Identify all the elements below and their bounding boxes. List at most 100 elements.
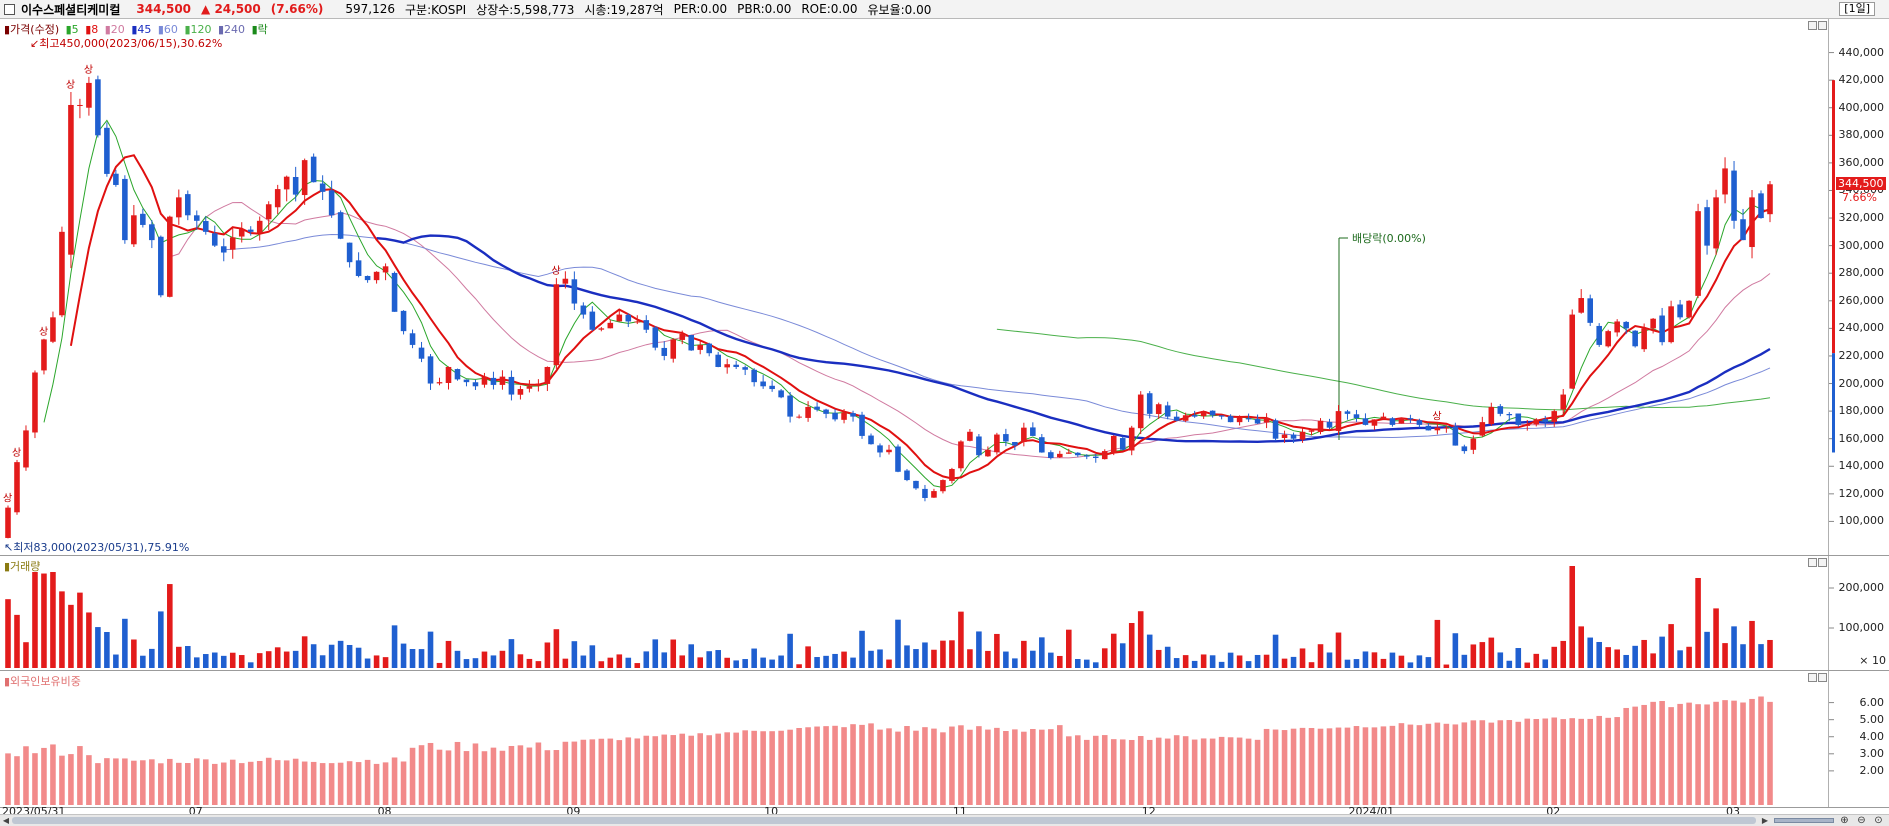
- price-tick-label: 420,000: [1838, 73, 1885, 87]
- foreign-bar: [1200, 738, 1207, 805]
- candle-body: [859, 414, 865, 436]
- zoom-out-icon[interactable]: ⊖: [1857, 815, 1866, 826]
- legend-drop: ▮락: [251, 23, 268, 36]
- foreign-bar: [643, 735, 650, 805]
- foreign-bar: [1479, 720, 1486, 805]
- candle-body: [1021, 427, 1027, 443]
- candle-body: [1560, 394, 1567, 410]
- foreign-bar: [1191, 739, 1198, 805]
- price-range-bar: [1832, 80, 1835, 354]
- candle-body: [643, 320, 650, 330]
- foreign-bar: [571, 741, 578, 805]
- volume-bar: [1407, 662, 1414, 668]
- foreign-bar: [1003, 731, 1009, 805]
- foreign-bar: [607, 738, 614, 805]
- foreign-bar: [131, 760, 137, 805]
- candle-body: [580, 305, 587, 315]
- candle-body: [176, 197, 182, 218]
- foreign-bar: [706, 735, 712, 805]
- candle-body: [14, 462, 20, 513]
- volume-bar: [985, 650, 991, 668]
- foreign-bar: [778, 730, 784, 805]
- volume-bar: [1057, 655, 1063, 668]
- volume-bar: [796, 664, 802, 668]
- foreign-bar: [1407, 724, 1414, 805]
- volume-bar: [229, 652, 236, 668]
- zoom-in-icon[interactable]: ⊕: [1840, 815, 1849, 826]
- zoom-slider[interactable]: [1774, 818, 1834, 823]
- volume-bar: [1497, 652, 1504, 668]
- period-selector[interactable]: [1일]: [1839, 2, 1875, 16]
- candle-body: [823, 409, 829, 414]
- foreign-bar: [967, 729, 973, 805]
- volume-bar: [544, 642, 551, 668]
- candle-body: [1398, 418, 1405, 424]
- volume-bar: [1389, 652, 1396, 668]
- volume-bar: [463, 659, 470, 668]
- foreign-bar: [319, 763, 326, 805]
- horizontal-scrollbar[interactable]: ◀ ▶ ⊕ ⊖ ⊙: [0, 814, 1889, 826]
- pane-controls: [1808, 673, 1827, 682]
- foreign-bar: [283, 760, 290, 805]
- volume-bar: [562, 658, 569, 668]
- candle-body: [202, 221, 209, 232]
- pane-minimize-button[interactable]: [1808, 558, 1817, 567]
- listed-shares: 상장수:5,598,773: [476, 2, 575, 17]
- price-range-bar: [1832, 353, 1835, 453]
- pane-minimize-button[interactable]: [1808, 673, 1817, 682]
- volume-bar: [535, 661, 542, 668]
- scroll-left-icon[interactable]: ◀: [2, 816, 10, 825]
- dividend-annotation: 배당락(0.00%): [1352, 232, 1426, 245]
- volume-bar: [1758, 644, 1764, 668]
- candle-body: [1731, 170, 1737, 221]
- foreign-bar: [1092, 735, 1099, 805]
- scroll-thumb[interactable]: [12, 817, 1756, 824]
- candle-body: [337, 212, 344, 239]
- volume-bar: [1290, 656, 1297, 668]
- volume-bar: [1650, 653, 1656, 668]
- volume-bar: [1128, 623, 1135, 668]
- foreign-bar: [958, 725, 964, 805]
- volume-bar: [1452, 633, 1459, 668]
- candle-body: [517, 389, 524, 395]
- pane-minimize-button[interactable]: [1808, 21, 1817, 30]
- candle-body: [346, 242, 353, 263]
- info-checkbox[interactable]: [4, 3, 15, 15]
- volume-bar: [715, 650, 721, 668]
- foreign-bar: [391, 757, 398, 805]
- foreign-bar: [1506, 720, 1513, 805]
- candle-body: [220, 246, 227, 253]
- volume-bar: [895, 619, 901, 668]
- volume-bar: [319, 655, 326, 668]
- volume-bar: [1048, 652, 1054, 668]
- candle-body: [1497, 406, 1504, 414]
- volume-bar: [1362, 651, 1369, 668]
- foreign-ownership-pane[interactable]: ▮외국인보유비중 2.00 3.00 4.00 5.00 6.00: [0, 671, 1889, 808]
- candle-body: [436, 382, 443, 384]
- candle-body: [1209, 410, 1216, 416]
- candle-body: [59, 231, 65, 316]
- candle-body: [1632, 330, 1638, 347]
- candle-body: [751, 369, 757, 383]
- pane-maximize-button[interactable]: [1818, 558, 1827, 567]
- foreign-bar: [373, 763, 380, 805]
- volume-pane[interactable]: ▮거래량 100,000 200,000 × 10: [0, 556, 1889, 671]
- foreign-bar: [292, 758, 299, 805]
- volume-bar: [994, 633, 1000, 668]
- low-annotation-text: 최저83,000(2023/05/31),75.91%: [13, 541, 190, 554]
- volume-bar: [1686, 646, 1692, 668]
- scroll-right-icon[interactable]: ▶: [1761, 816, 1769, 825]
- candle-body: [904, 470, 910, 481]
- zoom-reset-icon[interactable]: ⊙: [1874, 815, 1883, 826]
- foreign-bar: [436, 749, 443, 805]
- pane-maximize-button[interactable]: [1818, 21, 1827, 30]
- foreign-tick-label: 5.00: [1859, 712, 1885, 726]
- volume-bar: [1299, 648, 1306, 668]
- volume-bar: [95, 627, 101, 668]
- ma60-line: [223, 233, 1771, 439]
- candle-body: [211, 233, 218, 246]
- pane-maximize-button[interactable]: [1818, 673, 1827, 682]
- volume-bar: [131, 639, 137, 668]
- candle-body: [167, 216, 173, 297]
